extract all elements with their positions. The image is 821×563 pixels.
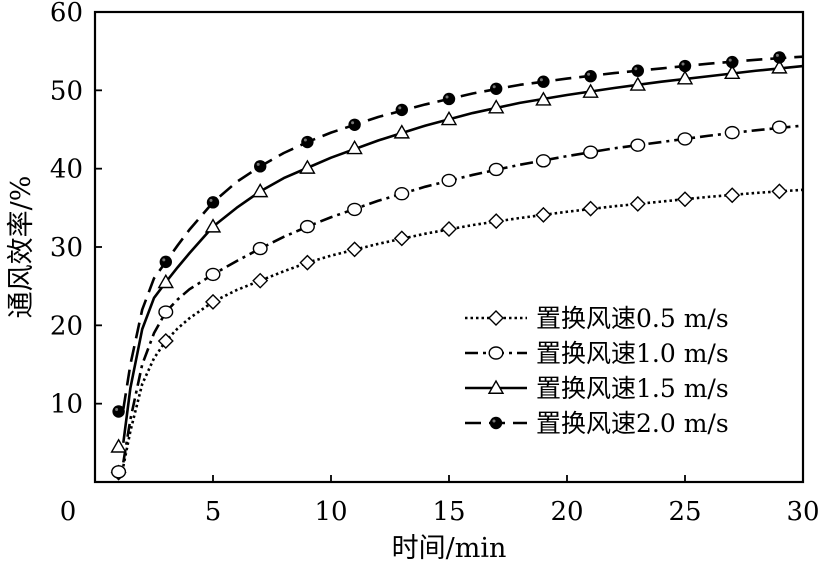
data-point-1-11 [630, 138, 646, 152]
data-point-2-11 [629, 76, 647, 91]
series-markers [110, 51, 788, 481]
data-point-2-7 [440, 110, 458, 126]
data-point-0-4 [299, 254, 316, 271]
data-point-3-10 [584, 70, 597, 83]
x-tick-label: 10 [314, 497, 347, 527]
legend-label-2: 置换风速1.5 m/s [536, 374, 729, 403]
x-tick-label: 25 [668, 497, 701, 527]
data-point-0-11 [629, 195, 646, 212]
data-point-0-1 [157, 333, 174, 349]
legend-label-0: 置换风速0.5 m/s [536, 304, 729, 333]
data-point-1-4 [299, 219, 315, 234]
data-point-3-0 [112, 405, 125, 418]
data-point-1-9 [535, 154, 551, 168]
data-point-2-2 [204, 218, 222, 233]
data-point-1-0 [111, 465, 127, 479]
x-tick-label: 0 [60, 497, 77, 527]
legend-marker-0 [488, 310, 504, 326]
data-point-3-14 [773, 51, 786, 64]
data-point-1-14 [771, 120, 787, 134]
data-point-0-14 [771, 183, 788, 200]
data-point-1-10 [583, 145, 599, 159]
x-tick-label: 20 [550, 497, 583, 527]
data-point-1-2 [205, 267, 221, 282]
x-tick-label: 15 [432, 497, 465, 527]
data-point-2-8 [487, 99, 505, 114]
data-point-2-1 [157, 273, 175, 289]
y-tick-label: 30 [50, 233, 83, 263]
legend: 置换风速0.5 m/s 置换风速1.0 m/s 置换风速1.5 m/s 置换风速2.0… [465, 304, 729, 438]
data-point-2-12 [676, 70, 694, 85]
legend-marker-3 [489, 416, 503, 430]
data-point-3-8 [490, 82, 503, 95]
legend-label-1: 置换风速1.0 m/s [536, 339, 729, 368]
data-point-2-4 [299, 159, 316, 174]
data-point-1-1 [158, 305, 174, 319]
data-point-3-2 [206, 196, 220, 209]
data-point-1-3 [252, 241, 268, 256]
axis-ticks [95, 89, 686, 482]
data-point-2-0 [110, 438, 127, 453]
data-point-1-7 [441, 173, 457, 188]
data-point-0-6 [393, 230, 410, 247]
data-point-3-6 [395, 103, 408, 117]
data-point-2-13 [723, 64, 741, 80]
data-point-2-6 [393, 124, 411, 139]
axis-tick-labels: 0 5 10 15 20 25 30 10 20 30 40 50 60 [50, 0, 820, 527]
series-curves [122, 55, 803, 467]
data-point-0-3 [252, 272, 269, 289]
y-tick-label: 20 [50, 311, 83, 341]
legend-marker-2 [487, 379, 505, 394]
x-tick-label: 5 [205, 497, 222, 527]
data-point-0-12 [677, 191, 693, 208]
data-point-2-14 [771, 59, 788, 74]
data-point-3-1 [159, 255, 172, 269]
y-axis-title: 通风效率/% [6, 176, 37, 319]
data-point-3-12 [678, 59, 692, 73]
data-point-1-12 [677, 132, 693, 146]
data-point-0-9 [535, 206, 552, 223]
data-point-1-13 [724, 125, 740, 140]
data-point-3-11 [631, 64, 644, 77]
data-point-0-8 [488, 213, 505, 230]
data-point-3-4 [301, 135, 314, 149]
data-point-1-8 [488, 162, 504, 177]
data-point-2-3 [251, 182, 269, 198]
data-point-1-5 [347, 202, 363, 217]
y-tick-label: 40 [50, 155, 83, 185]
data-point-0-2 [205, 293, 221, 310]
y-tick-label: 60 [50, 0, 83, 28]
data-point-2-10 [582, 83, 599, 98]
data-point-1-6 [394, 187, 410, 201]
data-point-3-3 [254, 160, 267, 173]
y-tick-label: 50 [50, 76, 83, 106]
data-point-0-13 [724, 187, 741, 204]
data-point-3-5 [348, 118, 361, 131]
data-point-0-10 [582, 200, 599, 217]
x-axis-title: 时间/min [392, 533, 507, 563]
legend-label-3: 置换风速2.0 m/s [536, 409, 729, 438]
data-point-2-5 [346, 139, 363, 155]
data-point-3-9 [537, 75, 550, 88]
data-point-0-5 [346, 241, 363, 258]
legend-marker-1 [488, 346, 504, 360]
data-point-3-13 [726, 55, 739, 69]
x-tick-label: 30 [786, 497, 819, 527]
data-point-3-7 [442, 92, 456, 106]
data-point-2-9 [535, 91, 552, 106]
y-tick-label: 10 [50, 390, 83, 420]
data-point-0-7 [441, 220, 457, 237]
